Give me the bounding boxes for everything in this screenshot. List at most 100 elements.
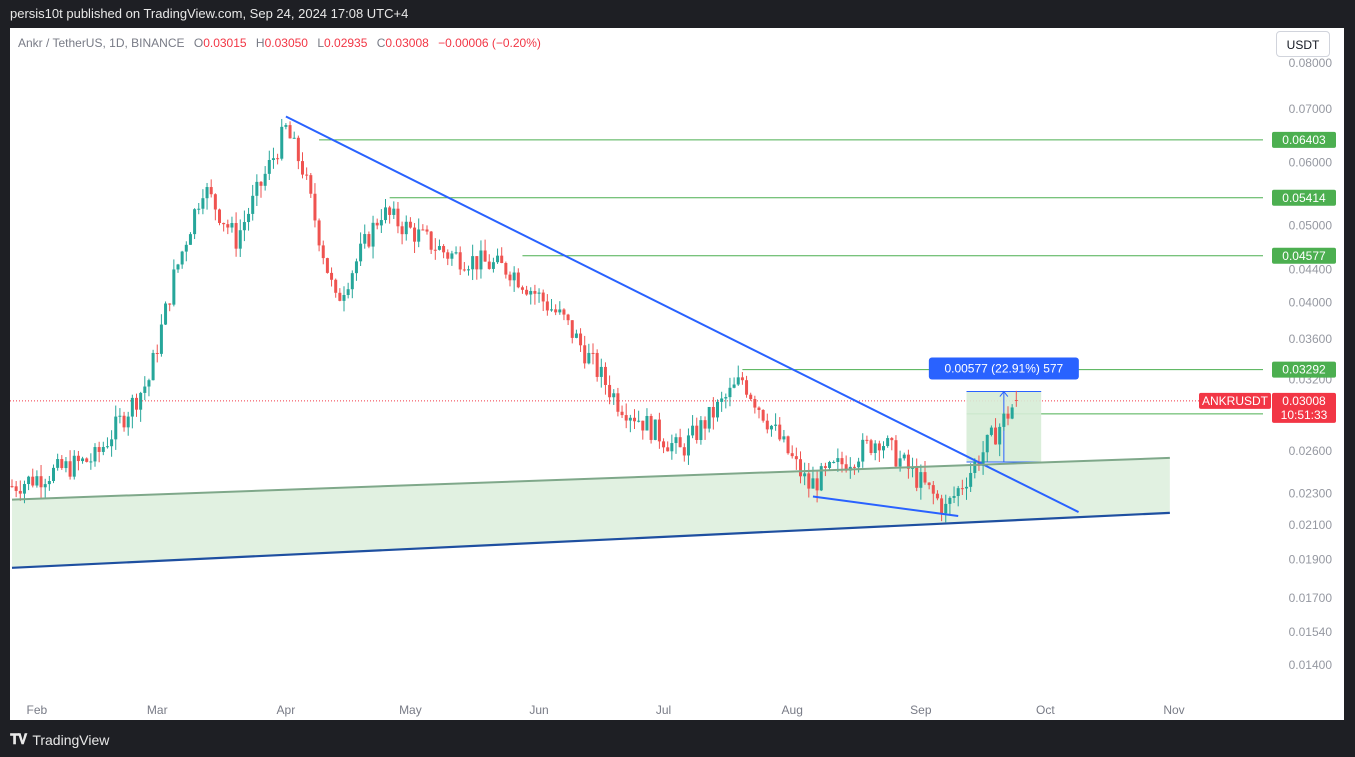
candle[interactable] [151,349,155,381]
candle[interactable] [201,189,205,215]
candle[interactable] [454,246,458,255]
candle[interactable] [956,485,960,507]
candle[interactable] [292,131,296,139]
candle[interactable] [595,349,599,382]
candle[interactable] [288,121,292,139]
candle[interactable] [670,434,674,460]
candle[interactable] [168,303,172,312]
candle[interactable] [359,232,363,266]
candle[interactable] [906,449,910,479]
candle[interactable] [93,443,97,467]
candle[interactable] [101,441,105,456]
candle[interactable] [155,344,159,363]
candle[interactable] [890,437,894,451]
candle[interactable] [803,462,807,486]
candle[interactable] [633,409,636,430]
candle[interactable] [126,411,130,436]
candle[interactable] [255,174,259,206]
candle[interactable] [570,320,574,344]
candle[interactable] [172,259,176,307]
candle[interactable] [396,202,400,234]
candle[interactable] [52,464,55,484]
candle[interactable] [234,212,238,257]
chart-frame[interactable]: Feb Mar Apr May Jun Jul Aug Sep Oct Nov 0.08000 0.0… [10,28,1344,720]
candle[interactable] [520,285,524,294]
candle[interactable] [475,256,479,280]
candle[interactable] [417,218,421,248]
candle[interactable] [259,180,263,198]
candle[interactable] [720,391,724,412]
candle[interactable] [462,262,466,272]
candle[interactable] [923,461,927,485]
candle[interactable] [935,490,939,501]
candle[interactable] [375,218,379,230]
candle[interactable] [18,480,22,501]
candle[interactable] [981,441,985,475]
candle[interactable] [603,362,607,395]
candle[interactable] [965,477,968,500]
candle[interactable] [114,405,118,450]
candle[interactable] [794,447,798,470]
candle[interactable] [674,433,678,454]
candle[interactable] [421,224,425,231]
candle[interactable] [197,202,201,215]
candle[interactable] [952,486,956,504]
candle[interactable] [14,481,18,498]
footer-brand[interactable]: 𝐓𝐕 TradingView [10,731,109,748]
candle[interactable] [218,208,221,226]
candle[interactable] [940,494,944,522]
candle[interactable] [429,230,433,255]
candle[interactable] [388,205,392,224]
candle[interactable] [612,389,616,405]
candle[interactable] [130,394,134,429]
candle[interactable] [691,415,695,439]
candle[interactable] [678,428,682,448]
candle[interactable] [765,413,769,434]
candle[interactable] [47,475,51,491]
candle[interactable] [408,217,412,229]
candle[interactable] [550,299,553,312]
candle[interactable] [135,393,138,417]
candle[interactable] [786,435,790,455]
candle[interactable] [915,458,919,492]
candle[interactable] [500,247,504,264]
candle[interactable] [271,147,275,169]
candle[interactable] [944,494,948,523]
candle[interactable] [1010,404,1014,420]
candle[interactable] [641,420,645,440]
candle[interactable] [379,209,383,233]
candle[interactable] [479,240,483,279]
candle[interactable] [579,328,583,352]
candle[interactable] [471,244,475,281]
candle[interactable] [566,313,570,326]
candle[interactable] [76,450,80,471]
candle[interactable] [873,440,877,461]
candle[interactable] [525,285,529,296]
candle[interactable] [483,239,487,262]
candle[interactable] [769,424,773,437]
candle[interactable] [624,403,628,429]
candle[interactable] [209,179,213,198]
candle[interactable] [985,434,989,463]
candle[interactable] [969,463,973,492]
candle[interactable] [425,225,429,235]
candle[interactable] [516,268,520,289]
candle[interactable] [736,365,740,386]
candle[interactable] [554,304,558,316]
candle[interactable] [819,462,823,492]
candle[interactable] [620,405,624,418]
candle[interactable] [994,418,998,445]
candle[interactable] [193,208,197,240]
candle[interactable] [886,435,890,448]
candle[interactable] [728,377,732,407]
candle[interactable] [392,201,396,220]
candle[interactable] [238,219,242,257]
candle[interactable] [894,435,898,468]
candle[interactable] [653,419,657,441]
candle[interactable] [43,478,47,500]
candle[interactable] [10,479,14,488]
candle[interactable] [828,460,832,471]
candle[interactable] [998,423,1002,457]
candle[interactable] [72,450,76,480]
candle[interactable] [724,393,728,409]
